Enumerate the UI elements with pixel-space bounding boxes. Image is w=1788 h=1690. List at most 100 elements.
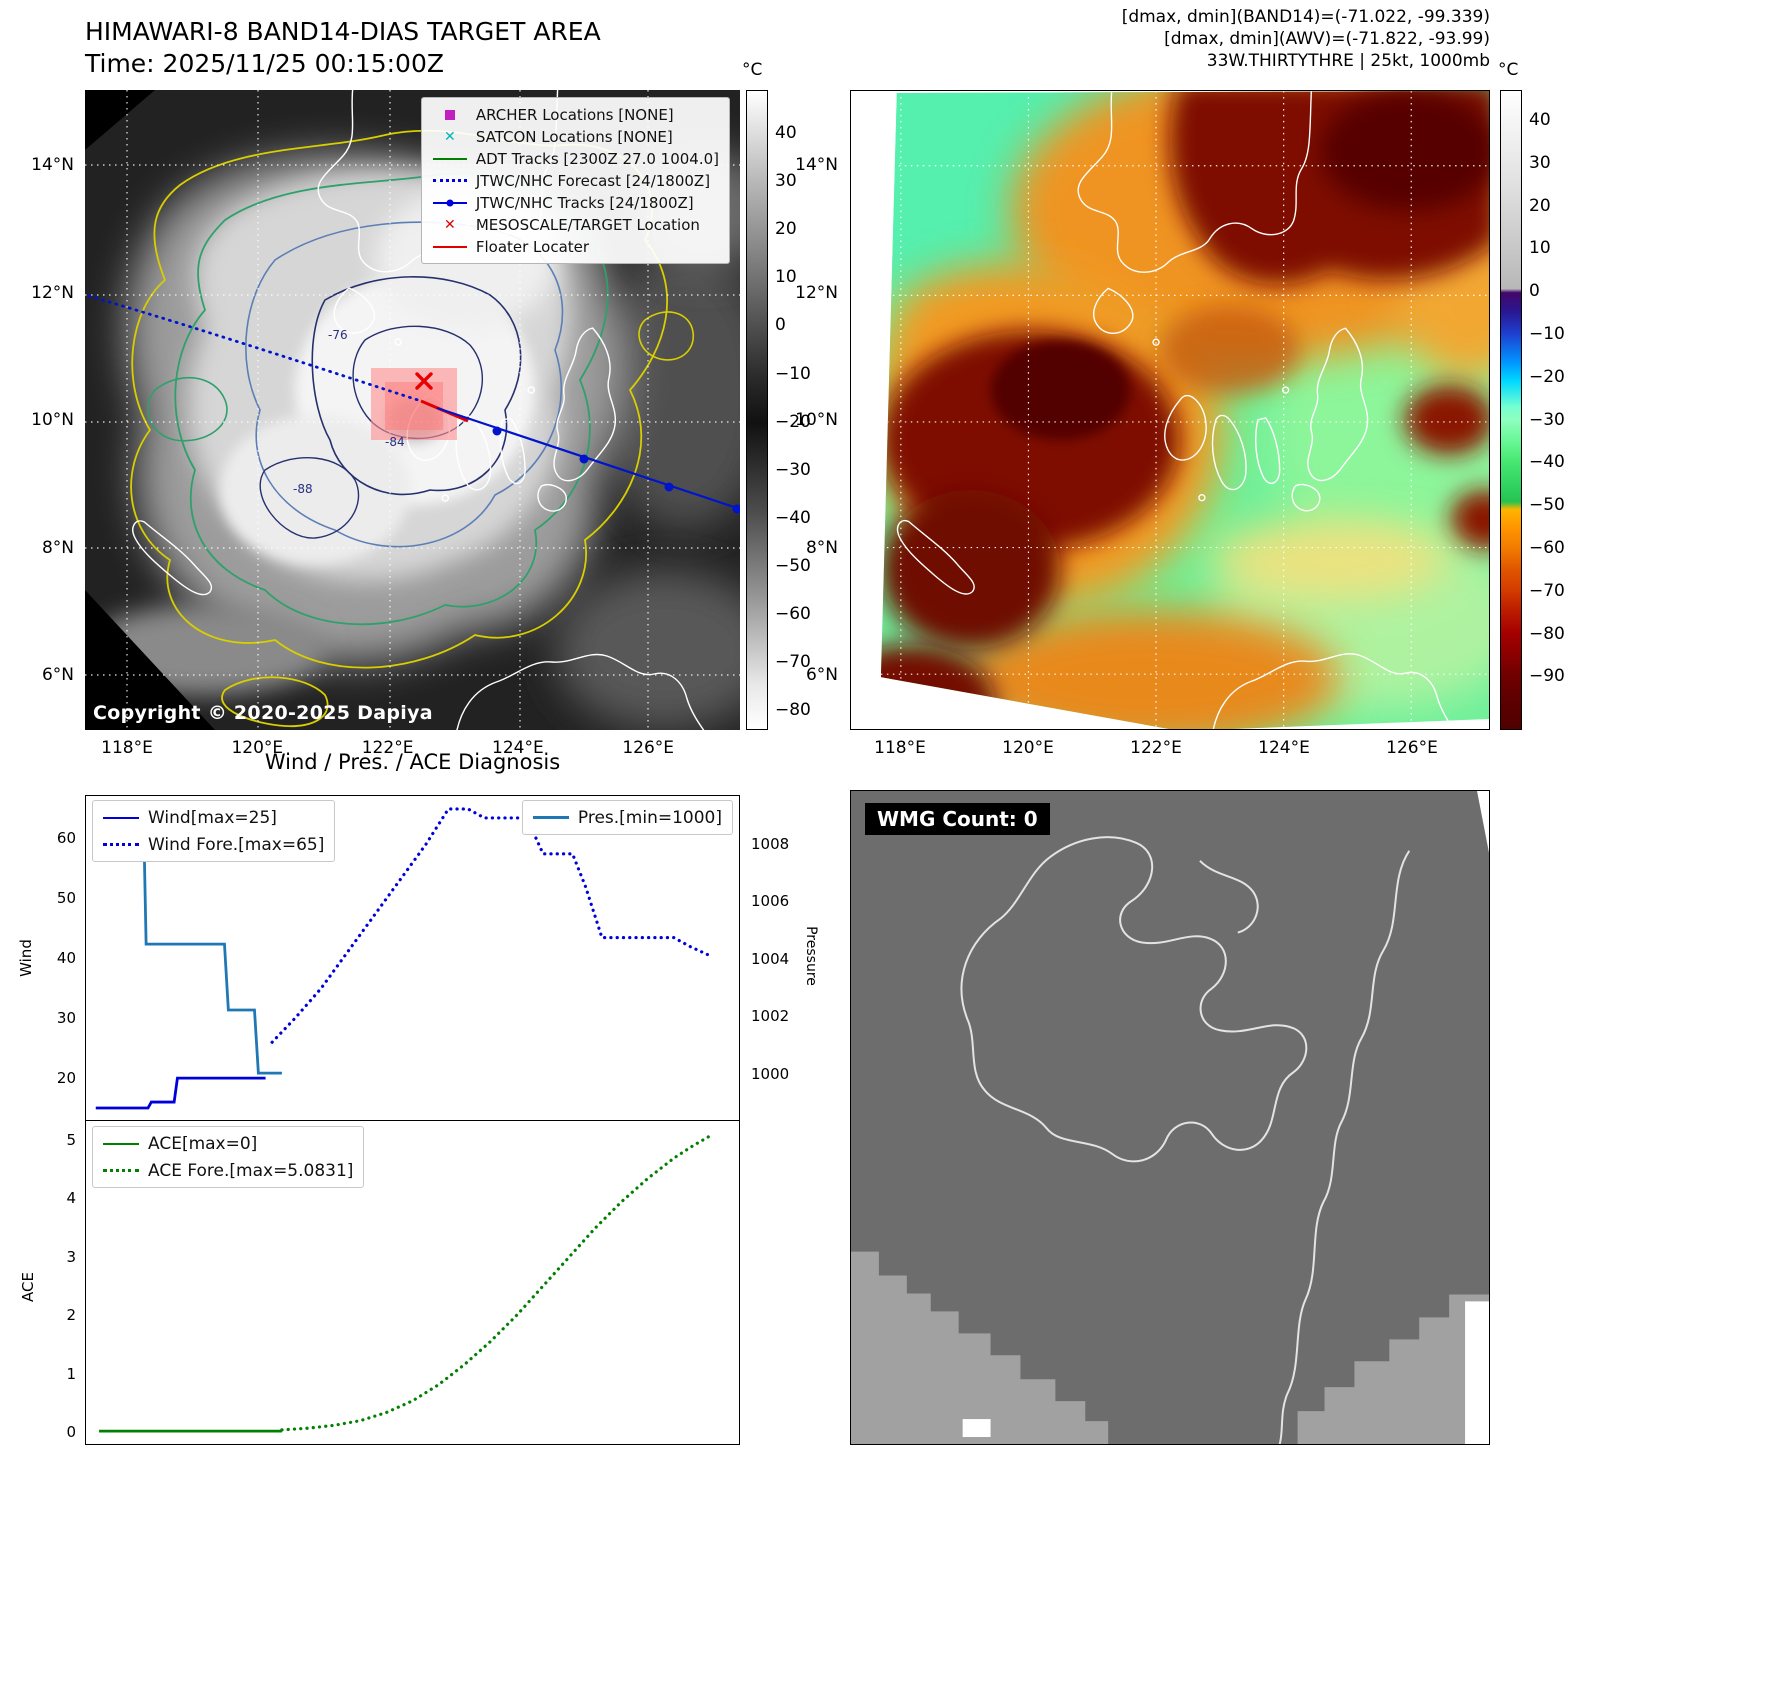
legend-row-floater: Floater Locater	[432, 237, 719, 256]
target-area-box	[371, 368, 457, 440]
coastline	[960, 836, 1411, 1444]
legend-label: MESOSCALE/TARGET Location	[475, 215, 700, 234]
band14-colorbar-ticks: 40 30 20 10 0 −10 −20 −30 −40 −50 −60 −70 −80	[770, 90, 820, 730]
tick-label: −50	[1529, 495, 1565, 516]
archer-square-icon	[432, 109, 468, 120]
band14-map: -76 -84 -88 ARCHER Locations [NONE] ✕ SA…	[85, 90, 740, 730]
tick-label: 10	[775, 267, 797, 288]
wmg-white-patch	[962, 1419, 991, 1438]
tick-label: 1006	[751, 892, 790, 910]
tick-label: 6°N	[41, 665, 74, 685]
awv-dmax-band14: [dmax, dmin](BAND14)=(-71.022, -99.339)	[1121, 7, 1490, 27]
tick-label: −30	[1529, 409, 1565, 430]
wind-axis-label: Wind	[17, 939, 35, 977]
band14-title: HIMAWARI-8 BAND14-DIAS TARGET AREA	[85, 17, 601, 46]
tick-label: −20	[775, 411, 811, 432]
series-ace-fore-max-5-0831-	[280, 1134, 712, 1432]
ace-plot-area	[99, 1134, 712, 1433]
legend-label: ARCHER Locations [NONE]	[475, 105, 674, 124]
tick-label: 5	[66, 1131, 76, 1149]
tick-label: 4	[66, 1189, 76, 1208]
band14-title-block: HIMAWARI-8 BAND14-DIAS TARGET AREA Time:…	[85, 16, 601, 80]
tick-label: 124°E	[492, 738, 544, 758]
tick-label: −30	[775, 459, 811, 480]
tick-label: −70	[1529, 580, 1565, 601]
tick-label: 40	[1529, 110, 1551, 130]
track-line-dot-icon	[432, 199, 468, 206]
tick-label: 20	[56, 1069, 76, 1087]
diagnosis-title: Wind / Pres. / ACE Diagnosis	[264, 750, 561, 774]
tick-label: 14°N	[31, 155, 74, 175]
band14-colorbar	[746, 90, 768, 730]
legend-label: ACE[max=0]	[148, 1133, 258, 1154]
tick-label: 0	[1529, 281, 1540, 302]
tick-label: 8°N	[805, 537, 838, 558]
tick-label: 10	[1529, 238, 1551, 259]
band14-yaxis-ticks: 14°N 12°N 10°N 8°N 6°N	[18, 90, 78, 730]
tick-label: 126°E	[622, 738, 675, 758]
band14-colorbar-unit: °C	[742, 60, 763, 80]
wmg-region-sw	[851, 1251, 1109, 1444]
target-x-icon: ✕	[443, 216, 456, 233]
tick-label: 20	[1529, 195, 1551, 216]
ace-yaxis-ticks: 5 4 3 2 1 0	[38, 1120, 80, 1445]
awv-yaxis-ticks: 14°N 12°N 10°N 8°N 6°N	[784, 90, 842, 730]
tick-label: 30	[1529, 152, 1551, 173]
tick-label: −60	[775, 604, 811, 624]
tick-label: 20	[775, 219, 797, 240]
tick-label: −20	[1529, 366, 1565, 387]
tick-label: −10	[1529, 324, 1565, 344]
band14-xaxis-ticks: 118°E 120°E 122°E 124°E 126°E	[85, 738, 740, 760]
awv-xaxis-ticks: 118°E 120°E 122°E 124°E 126°E	[850, 738, 1490, 760]
awv-dmax-awv: [dmax, dmin](AWV)=(-71.822, -93.99)	[1164, 29, 1490, 49]
pressure-legend: Pres.[min=1000]	[521, 800, 733, 835]
copyright-text: Copyright © 2020-2025 Dapiya	[93, 702, 433, 724]
legend-row-tracks: JTWC/NHC Tracks [24/1800Z]	[432, 193, 719, 212]
legend-label: ADT Tracks [2300Z 27.0 1004.0]	[475, 149, 719, 168]
wmg-white-strip	[1465, 1301, 1489, 1444]
contour-label: -88	[293, 482, 313, 496]
wmg-map-image	[851, 791, 1489, 1444]
series-wind-fore-max-65-	[270, 807, 712, 1044]
wind-forecast-dotted-icon	[103, 843, 139, 846]
tick-label: 3	[66, 1247, 76, 1266]
tick-label: 40	[775, 123, 797, 143]
tick-label: 6°N	[805, 665, 838, 685]
legend-label: Floater Locater	[475, 237, 590, 256]
tick-label: 10°N	[795, 410, 838, 430]
tick-label: 124°E	[1258, 738, 1310, 758]
contour-label: -76	[328, 328, 348, 342]
wmg-count-badge: WMG Count: 0	[865, 803, 1050, 835]
tick-label: 0	[775, 315, 786, 336]
legend-label: JTWC/NHC Tracks [24/1800Z]	[475, 193, 694, 212]
wind-legend: Wind[max=25] Wind Fore.[max=65]	[92, 800, 336, 862]
tick-label: −80	[775, 700, 811, 721]
tick-label: −80	[1529, 623, 1565, 644]
series-wind-max-25-	[95, 1076, 266, 1110]
pressure-yaxis-ticks: 1008 1006 1004 1002 1000	[746, 795, 796, 1120]
tick-label: 120°E	[231, 738, 284, 758]
wind-yaxis-ticks: 60 50 40 30 20	[38, 795, 80, 1120]
tick-label: 30	[775, 171, 797, 192]
contour-label: -84	[385, 435, 405, 449]
tick-label: 50	[56, 889, 76, 907]
legend-label: Pres.[min=1000]	[577, 807, 722, 828]
awv-colorbar-ticks: 40 30 20 10 0 −10 −20 −30 −40 −50 −60 −70 −80 −90	[1524, 90, 1574, 730]
latlon-grid	[85, 90, 740, 730]
tick-label: 0	[66, 1423, 76, 1441]
band14-satellite-image	[85, 90, 740, 730]
tick-label: 118°E	[874, 738, 926, 758]
legend-row-adt: ADT Tracks [2300Z 27.0 1004.0]	[432, 149, 719, 168]
mesoscale-target-x-icon	[415, 372, 433, 390]
storm-id-intensity: 33W.THIRTYTHRE | 25kt, 1000mb	[1206, 51, 1490, 71]
legend-row-forecast: JTWC/NHC Forecast [24/1800Z]	[432, 171, 719, 190]
wmg-map: WMG Count: 0	[850, 790, 1490, 1445]
wind-pressure-chart: Wind[max=25] Wind Fore.[max=65] Pres.[mi…	[85, 795, 740, 1120]
legend-row-target: ✕ MESOSCALE/TARGET Location	[432, 215, 719, 234]
tick-label: 2	[66, 1306, 76, 1325]
pressure-axis-label: Pressure	[803, 926, 819, 986]
tick-label: 1002	[751, 1007, 790, 1025]
wmg-region-se	[1297, 1294, 1489, 1444]
tick-label: −10	[775, 363, 811, 384]
awv-satellite-image	[851, 91, 1489, 729]
